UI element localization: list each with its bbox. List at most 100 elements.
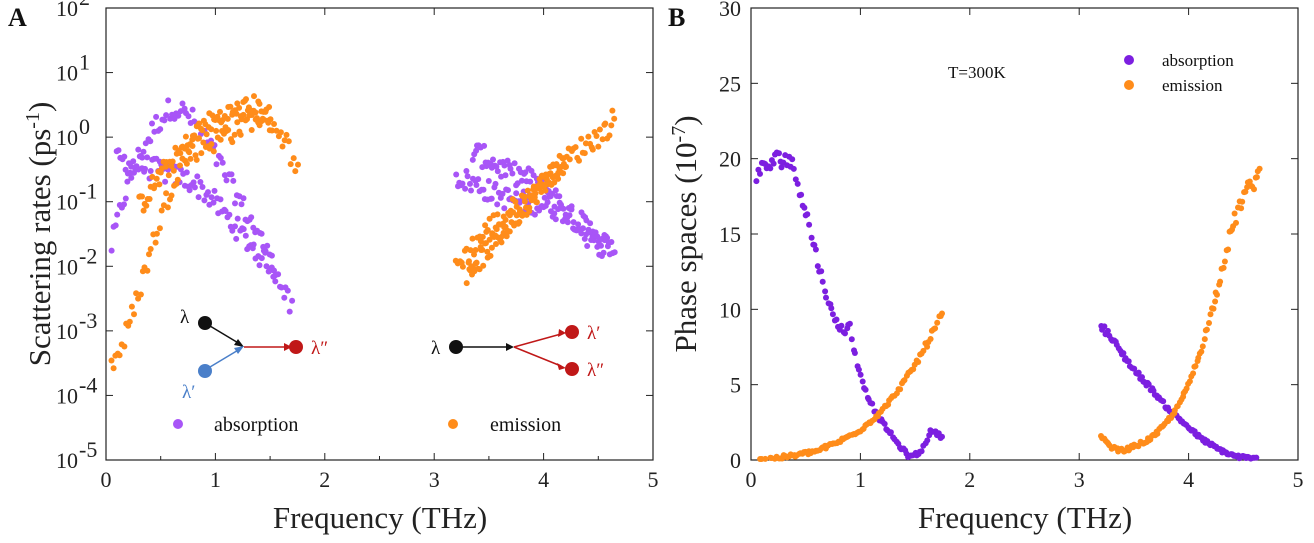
panel-b-absorption-point — [819, 278, 826, 285]
panel-b-y-label-main: Phase spaces (10 — [668, 142, 703, 352]
panel-a-absorption-point — [453, 171, 460, 178]
panel-a-absorption-point — [485, 178, 492, 184]
panel-a-emission-point — [482, 222, 489, 229]
panel-a-emission-point — [110, 365, 117, 372]
panel-a-absorption-point — [234, 215, 241, 222]
panel-a-emission-point — [236, 104, 243, 111]
panel-a-emission-point — [248, 127, 255, 133]
panel-a-emission-point — [199, 127, 206, 134]
panel-b-emission-point — [1231, 210, 1238, 217]
panel-a-absorption-point — [480, 186, 487, 193]
panel-a-absorption-point — [504, 157, 511, 164]
panel-a-emission-point — [287, 161, 294, 168]
panel-a-emission-point — [153, 230, 160, 237]
panel-b-absorption-point — [862, 386, 869, 393]
panel-a-emission-point — [271, 121, 277, 127]
panel-a-emission-point — [217, 108, 223, 115]
panel-b-y-tick-label: 10 — [719, 297, 741, 322]
panel-a-x-tick-label: 4 — [538, 467, 549, 492]
panel-b-absorption-point — [789, 156, 796, 163]
panel-a-emission-point — [252, 109, 259, 116]
panel-a-emission-point — [262, 108, 269, 115]
panel-a-absorption-point — [161, 117, 168, 124]
panel-b-emission-point — [1221, 258, 1228, 265]
panel-b-absorption-point — [848, 336, 855, 343]
panel-a-absorption-point — [575, 221, 582, 228]
panel-a-emission-point — [283, 131, 290, 138]
panel-b-y-tick-label: 5 — [730, 373, 741, 398]
diagram-b-lambda-dprime-label: λ″ — [587, 360, 604, 381]
panel-a-absorption-point — [147, 138, 154, 145]
panel-a-emission-point — [516, 219, 523, 225]
panel-a-emission-point — [472, 247, 479, 253]
panel-a-absorption-point — [509, 170, 516, 177]
panel-a-absorption-point — [492, 180, 499, 187]
panel-a-absorption-point — [549, 190, 556, 197]
absorption-process-diagram: λ λ′ λ″ — [180, 307, 328, 403]
panel-a-absorption-point — [181, 105, 188, 112]
panel-a-absorption-point — [115, 147, 122, 154]
panel-a-emission-point — [128, 303, 135, 310]
panel-a-emission-point — [542, 187, 549, 194]
panel-a-absorption-point — [272, 278, 279, 285]
panel-a-absorption-point — [213, 161, 220, 168]
panel-b-absorption-point — [833, 316, 840, 323]
panel-a-emission-point — [192, 152, 199, 159]
panel-a-absorption-point — [175, 112, 182, 119]
panel-a-emission-point — [563, 163, 569, 170]
panel-b-emission-point — [1203, 326, 1210, 333]
panel-a-absorption-point — [505, 187, 511, 194]
panel-a-absorption-point — [194, 173, 201, 180]
panel-a-y-tick-label: 10 — [56, 61, 78, 86]
panel-a-absorption-point — [190, 179, 197, 186]
panel-b-emission-point — [1225, 246, 1232, 253]
panel-a-emission-point — [557, 169, 564, 176]
panel-b-legend-emission-label: emission — [1162, 76, 1223, 95]
panel-b-x-tick-label: 5 — [1293, 467, 1304, 492]
panel-a-absorption-point — [463, 168, 470, 174]
panel-a-emission-point — [224, 115, 231, 122]
panel-a-emission-point — [168, 163, 175, 170]
panel-a-absorption-point — [588, 237, 595, 243]
diagram-a-lambda-prime-dot — [198, 364, 212, 378]
diagram-a-lambda-dprime-dot — [289, 340, 303, 354]
panel-a-emission-point — [488, 244, 495, 251]
panel-a-absorption-point — [527, 178, 534, 185]
panel-b-absorption-point — [753, 178, 760, 185]
panel-b-absorption-point — [918, 448, 925, 455]
panel-b-emission-point — [924, 343, 931, 350]
panel-a-letter: A — [8, 3, 27, 32]
panel-a-emission-point — [277, 129, 284, 136]
panel-b-legend-emission-marker — [1124, 80, 1134, 90]
panel-a-absorption-point — [531, 211, 538, 218]
panel-a-emission-point — [493, 226, 500, 233]
panel-a-emission-point — [238, 116, 245, 123]
panel-a-absorption-point — [494, 168, 501, 175]
panel-b-emission-point — [1192, 363, 1199, 370]
panel-a-emission-point — [479, 246, 486, 253]
panel-a-emission-point — [137, 291, 144, 298]
panel-b-absorption-point — [770, 160, 777, 167]
panel-a-emission-point — [524, 187, 531, 194]
panel-b-y-tick-label: 25 — [719, 71, 741, 96]
panel-b-y-tick-label: 20 — [719, 147, 741, 172]
panel-b-emission-point — [1238, 205, 1245, 212]
panel-a-absorption-point — [208, 194, 215, 201]
panel-a-emission-point — [471, 251, 477, 258]
diagram-b-line-lambda-dprime — [513, 346, 562, 367]
panel-a-emission-point — [234, 100, 241, 107]
panel-a-emission-point — [487, 252, 494, 259]
panel-a-absorption-point — [511, 160, 518, 167]
panel-a-absorption-point — [265, 268, 272, 275]
panel-b-data-points — [753, 149, 1263, 462]
panel-b-y-axis-label: Phase spaces (10-7) — [668, 115, 703, 352]
panel-a-absorption-point — [149, 120, 155, 127]
panel-a-y-tick-exponent: 2 — [79, 0, 90, 10]
panel-a-absorption-point — [551, 203, 558, 210]
panel-a-absorption-point — [144, 154, 151, 161]
panel-a-absorption-point — [556, 193, 563, 200]
panel-a-y-label-end: ) — [22, 102, 57, 112]
panel-a-absorption-point — [153, 113, 160, 120]
panel-a-absorption-point — [493, 163, 500, 170]
panel-a-y-tick-label: 10 — [56, 254, 78, 279]
